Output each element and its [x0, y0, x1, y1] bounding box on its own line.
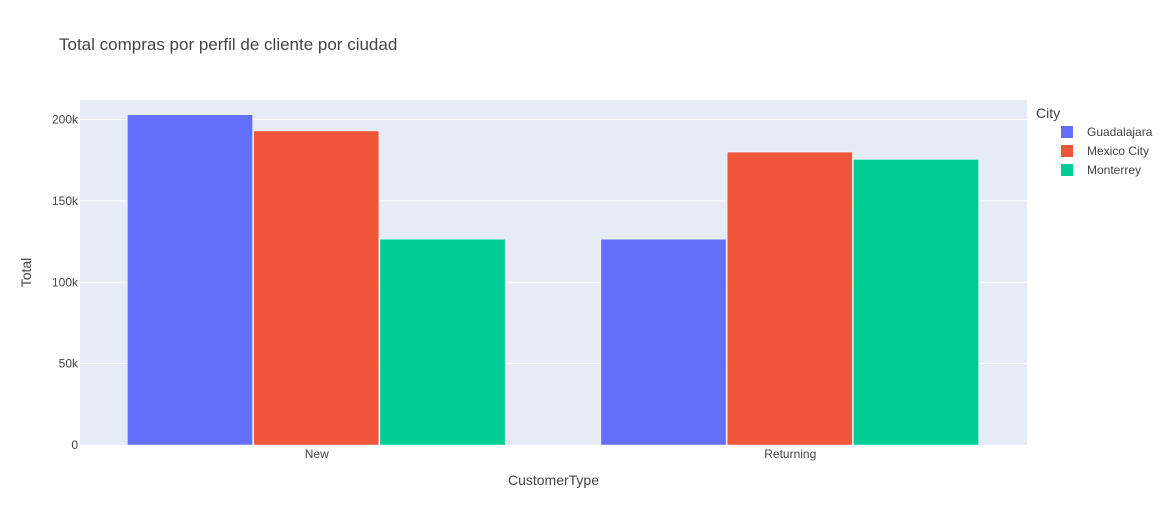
bar: [726, 151, 853, 446]
x-tick-label: Returning: [764, 447, 816, 461]
y-tick-label: 200k: [52, 113, 79, 127]
legend-swatch: [1061, 126, 1073, 138]
bar: [253, 130, 380, 446]
x-axis-title: CustomerType: [508, 472, 599, 488]
legend-swatch: [1061, 145, 1073, 157]
bar: [127, 114, 253, 446]
bars: [127, 114, 979, 446]
y-axis-title: Total: [18, 258, 34, 288]
legend-entry: Mexico City: [1087, 144, 1149, 158]
y-tick-label: 100k: [52, 275, 79, 289]
legend: City Guadalajara Mexico City Monterrey: [1036, 105, 1153, 177]
bar: [853, 159, 979, 446]
y-tick-label: 150k: [52, 194, 79, 208]
bar: [379, 238, 506, 446]
legend-swatch: [1061, 164, 1073, 176]
chart-title: Total compras por perfil de cliente por …: [59, 35, 397, 54]
legend-title: City: [1036, 105, 1060, 121]
legend-entry: Guadalajara: [1087, 125, 1153, 139]
x-axis-ticks: New Returning: [305, 447, 817, 461]
x-tick-label: New: [305, 447, 329, 461]
legend-entry: Monterrey: [1087, 163, 1141, 177]
y-tick-label: 50k: [59, 357, 79, 371]
y-tick-label: 0: [71, 438, 78, 452]
y-axis-ticks: 0 50k 100k 150k 200k: [52, 113, 79, 452]
bar: [600, 238, 727, 446]
